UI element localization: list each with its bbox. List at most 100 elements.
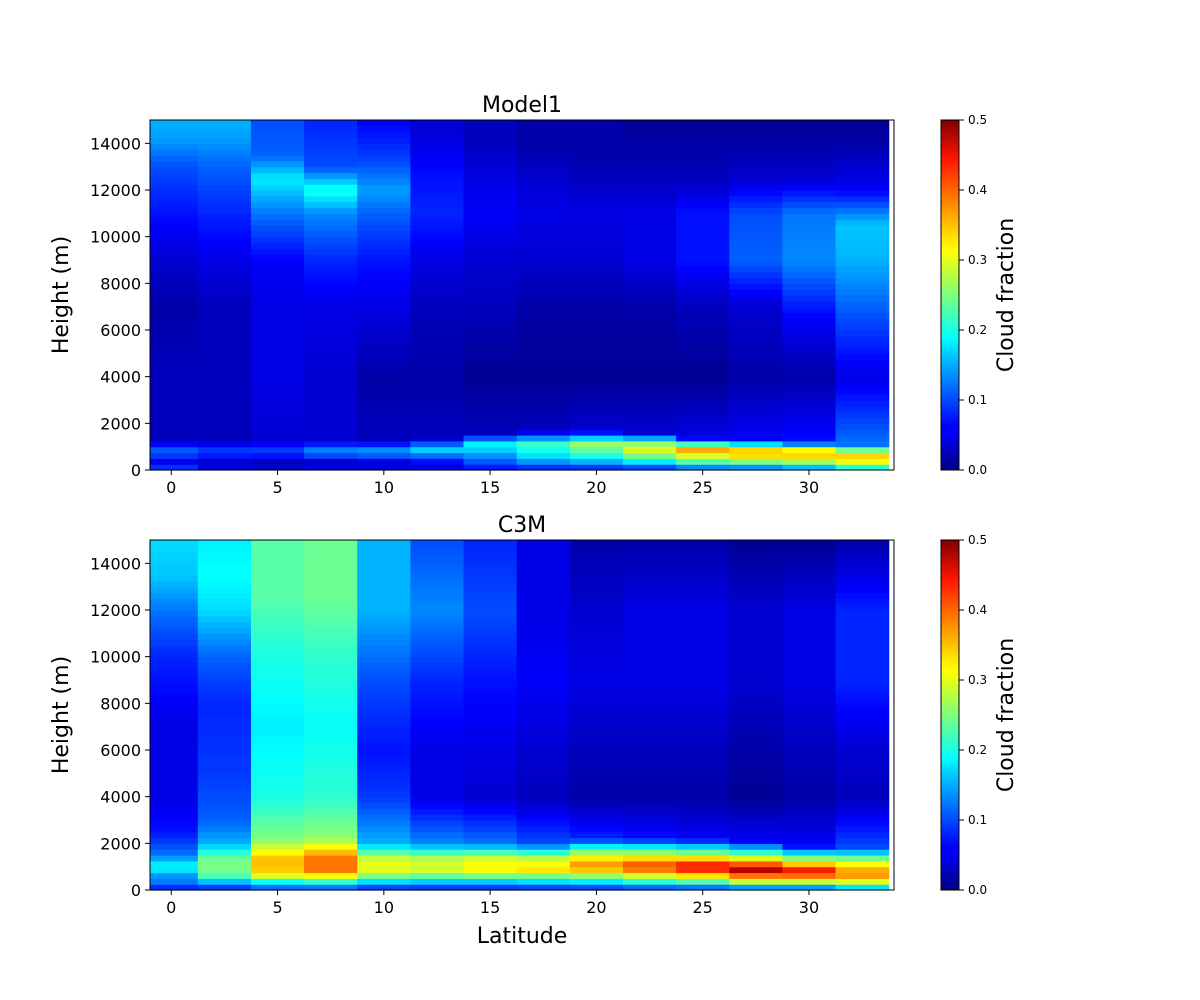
heatmap-cell [516,178,571,185]
heatmap-cell [304,417,358,424]
heatmap-cell [782,464,837,471]
heatmap-cell [304,446,358,454]
heatmap-cell [304,318,358,325]
heatmap-cell [463,219,518,226]
heatmap-cell [569,849,624,856]
heatmap-cell [622,621,677,629]
heatmap-cell [150,265,199,273]
heatmap-cell [304,201,358,209]
heatmap-cell [463,283,518,290]
heatmap-cell [622,773,677,780]
y-tick-label: 14000 [90,554,141,573]
heatmap-cell [304,796,358,804]
heatmap-cell [463,440,518,448]
heatmap-cell [250,131,305,139]
heatmap-cell [569,680,624,687]
heatmap-cell [782,405,837,413]
heatmap-cell [622,563,677,570]
heatmap-cell [569,580,624,588]
heatmap-cell [782,796,837,804]
heatmap-cell [150,785,199,792]
heatmap-cell [357,330,411,337]
heatmap-cell [835,195,890,203]
heatmap-cell [463,697,518,704]
heatmap-cell [463,540,518,547]
heatmap-cell [150,767,199,774]
heatmap-cell [357,540,411,547]
heatmap-cell [197,738,252,745]
heatmap-cell [835,732,890,739]
heatmap-cell [676,744,730,751]
heatmap-cell [676,365,730,372]
x-axis-label: Latitude [477,924,568,949]
heatmap-cell [304,260,358,267]
heatmap-cell [782,172,837,179]
heatmap-cell [410,884,465,891]
heatmap-cell [729,820,783,827]
heatmap-cell [197,820,252,827]
x-tick-label: 15 [480,478,500,497]
heatmap-cell [304,884,358,891]
heatmap-cell [729,195,783,203]
heatmap-cell [357,779,411,786]
heatmap-cell [835,586,890,594]
heatmap-cell [197,225,252,232]
heatmap-cell [835,347,890,354]
heatmap-cell [622,639,677,646]
heatmap-cell [782,545,837,553]
heatmap-cell [197,190,252,197]
heatmap-cell [516,744,571,751]
heatmap-cell [357,785,411,792]
heatmap-cell [782,265,837,273]
heatmap-cell [516,761,571,769]
heatmap-cell [569,779,624,786]
heatmap-cell [569,674,624,681]
heatmap-cell [835,452,890,459]
heatmap-cell [516,225,571,232]
heatmap-cell [516,452,571,459]
heatmap-cell [150,423,199,430]
heatmap-cell [463,376,518,384]
heatmap-cell [304,662,358,669]
y-tick-label: 12000 [90,601,141,620]
heatmap-cell [782,353,837,360]
heatmap-cell [676,271,730,279]
heatmap-cell [357,650,411,658]
heatmap-cell [622,201,677,209]
heatmap-cell [676,143,730,150]
heatmap-cell [729,446,783,454]
heatmap-cell [516,802,571,809]
heatmap-cell [835,254,890,261]
heatmap-cell [304,744,358,751]
heatmap-cell [516,656,571,664]
heatmap-cell [835,271,890,279]
heatmap-cell [729,283,783,290]
heatmap-cell [463,767,518,774]
heatmap-cell [463,318,518,325]
heatmap-cell [622,190,677,197]
heatmap-cell [250,767,305,774]
heatmap-cell [782,843,837,850]
heatmap-cell [250,236,305,244]
heatmap-cell [357,178,411,185]
heatmap-cell [150,149,199,156]
heatmap-cell [782,324,837,331]
heatmap-cell [357,545,411,553]
heatmap-cell [516,400,571,407]
heatmap-cell [516,755,571,763]
heatmap-cell [622,545,677,553]
heatmap-cell [569,347,624,354]
heatmap-cell [835,359,890,366]
heatmap-cell [676,178,730,185]
heatmap-cell [410,429,465,436]
heatmap-cell [250,248,305,255]
heatmap-cell [516,300,571,308]
heatmap-cell [835,557,890,564]
heatmap-cell [304,277,358,284]
heatmap-cell [569,592,624,599]
heatmap-cell [410,400,465,407]
heatmap-cell [410,376,465,384]
heatmap-cell [516,680,571,687]
heatmap-cell [410,755,465,763]
heatmap-cell [729,750,783,757]
